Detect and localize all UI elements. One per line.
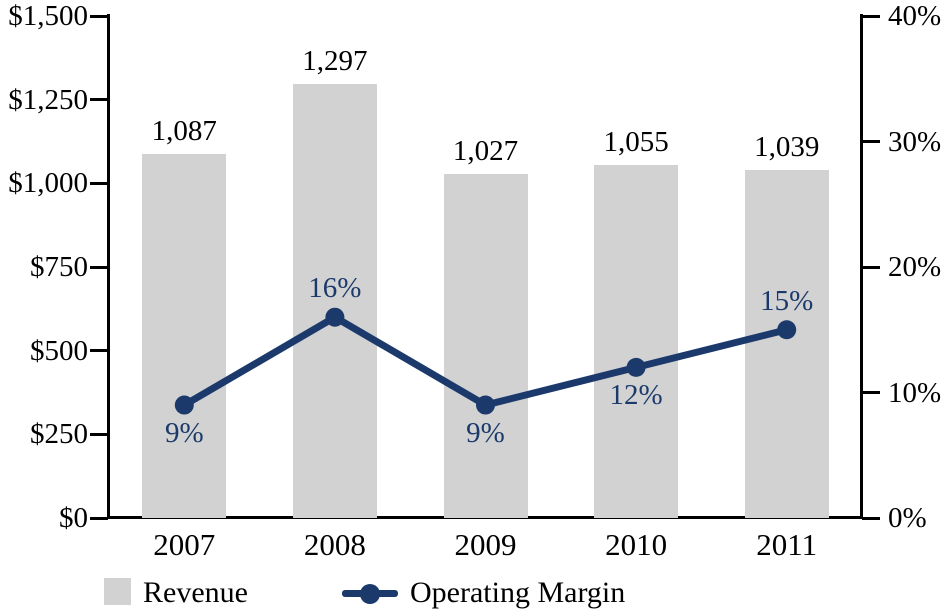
x-axis-label: 2011	[756, 527, 818, 562]
right-axis-tick-label: 40%	[888, 0, 942, 32]
left-axis-tick	[90, 349, 108, 353]
legend-operating-margin-dot-icon	[360, 584, 380, 604]
revenue-bar	[142, 154, 227, 518]
right-axis-tick	[862, 265, 880, 269]
operating-margin-line-chart	[174, 307, 797, 415]
revenue-bar	[443, 174, 528, 518]
operating-margin-point-label: 9%	[164, 417, 204, 450]
operating-margin-point	[325, 307, 345, 327]
operating-margin-point	[626, 357, 646, 377]
left-axis-tick-label: $0	[59, 502, 88, 534]
plot-area	[109, 16, 862, 518]
revenue-bar	[292, 83, 377, 518]
left-axis-tick	[90, 432, 108, 436]
right-axis-tick	[862, 14, 880, 18]
left-axis-tick	[90, 14, 108, 18]
right-axis-tick	[862, 140, 880, 143]
right-axis-tick-label: 30%	[888, 125, 942, 158]
right-axis-tick-label: 10%	[888, 376, 942, 409]
left-axis-tick	[90, 181, 108, 185]
bar-value-label: 1,087	[151, 115, 217, 148]
x-axis-label: 2008	[303, 527, 366, 562]
left-axis-tick	[90, 265, 108, 269]
left-axis-tick-label: $1,500	[8, 0, 88, 32]
operating-margin-line	[180, 313, 791, 409]
x-axis-label: 2010	[605, 527, 668, 562]
revenue-bar	[594, 164, 679, 518]
left-axis-line	[107, 14, 110, 519]
operating-margin-point	[476, 395, 495, 415]
x-axis-label: 2007	[153, 527, 216, 562]
left-axis-tick	[90, 98, 108, 102]
operating-margin-point	[777, 320, 797, 340]
right-axis-tick	[862, 391, 880, 394]
left-axis-tick-label: $500	[30, 334, 88, 367]
operating-margin-point-label: 9%	[466, 417, 505, 450]
right-axis-tick	[862, 516, 880, 520]
left-axis-tick-label: $250	[30, 418, 88, 451]
left-axis-tick	[90, 516, 108, 520]
operating-margin-point	[174, 395, 194, 415]
operating-margin-point-label: 16%	[308, 272, 362, 305]
legend-operating-margin-label: Operating Margin	[410, 576, 626, 609]
right-axis-tick-label: 20%	[888, 251, 942, 283]
legend-revenue-swatch	[104, 578, 131, 605]
operating-margin-point-label: 15%	[760, 284, 814, 317]
x-axis-label: 2009	[454, 527, 517, 562]
bar-value-label: 1,055	[603, 125, 669, 158]
legend-revenue-label: Revenue	[143, 576, 248, 609]
left-axis-tick-label: $1,000	[8, 167, 88, 200]
left-axis-tick-label: $1,250	[8, 83, 88, 116]
right-axis-tick-label: 0%	[888, 502, 927, 534]
left-axis-tick-label: $750	[30, 251, 88, 283]
bar-value-label: 1,027	[452, 135, 519, 168]
right-axis-line	[860, 14, 863, 519]
operating-margin-point-label: 12%	[609, 379, 663, 412]
bar-value-label: 1,039	[754, 131, 820, 164]
bar-value-label: 1,297	[302, 44, 368, 77]
revenue-bar	[744, 170, 829, 518]
